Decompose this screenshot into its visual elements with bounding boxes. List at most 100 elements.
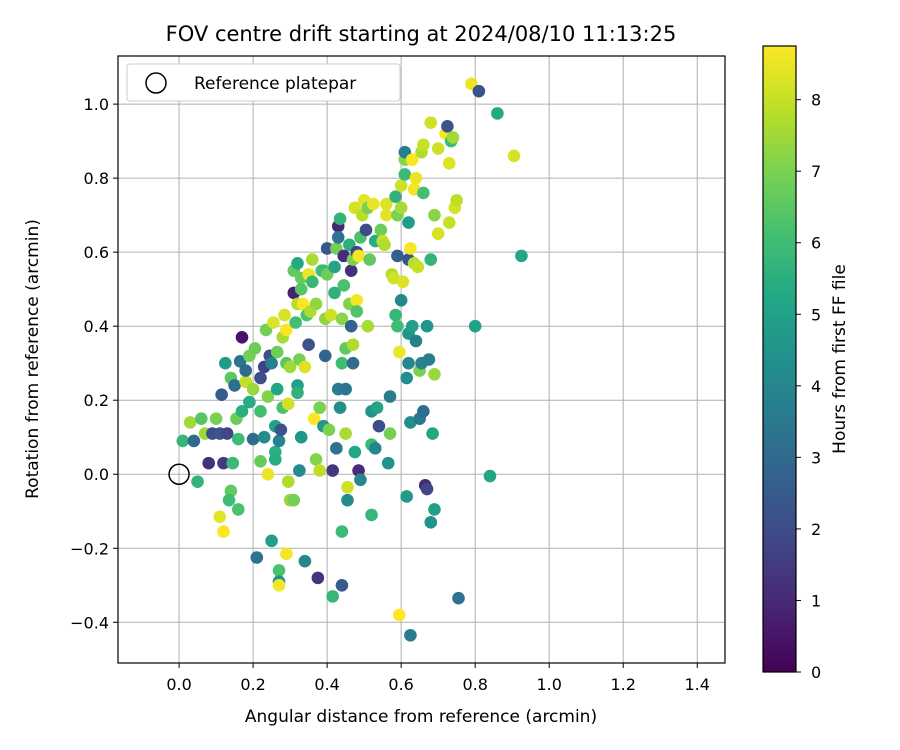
colorbar-tick-label: 4 bbox=[811, 377, 821, 396]
data-point bbox=[289, 316, 302, 329]
data-point bbox=[422, 353, 436, 366]
data-point bbox=[352, 249, 365, 263]
data-point bbox=[370, 401, 384, 414]
data-point bbox=[213, 510, 227, 524]
y-tick-label: 0.6 bbox=[84, 243, 109, 262]
data-point bbox=[298, 554, 312, 568]
data-point bbox=[491, 107, 504, 120]
data-point bbox=[354, 473, 367, 487]
x-tick-label: 1.2 bbox=[610, 675, 635, 694]
data-point bbox=[191, 475, 204, 488]
data-point bbox=[389, 190, 402, 203]
data-point bbox=[339, 427, 352, 440]
data-point bbox=[468, 319, 482, 333]
data-point bbox=[311, 571, 325, 585]
data-point bbox=[483, 469, 497, 483]
data-point bbox=[222, 493, 236, 507]
data-point bbox=[400, 371, 413, 385]
data-point bbox=[281, 397, 295, 411]
colorbar-tick-label: 3 bbox=[811, 448, 821, 467]
data-point bbox=[409, 171, 423, 185]
data-point bbox=[239, 364, 252, 377]
data-point bbox=[331, 231, 345, 244]
plot-frame bbox=[117, 55, 726, 664]
colorbar-tick-label: 0 bbox=[811, 663, 821, 682]
data-point bbox=[405, 153, 419, 166]
data-point bbox=[391, 249, 404, 263]
data-point bbox=[335, 525, 349, 538]
data-point bbox=[281, 475, 295, 488]
data-point bbox=[402, 356, 415, 370]
colorbar-tick-label: 6 bbox=[811, 234, 821, 253]
data-point bbox=[348, 445, 362, 459]
data-point bbox=[350, 305, 364, 318]
data-point bbox=[442, 157, 456, 170]
data-point bbox=[367, 197, 380, 211]
data-point bbox=[324, 308, 338, 322]
data-point bbox=[194, 412, 208, 426]
data-point bbox=[269, 453, 282, 466]
data-point bbox=[309, 453, 323, 466]
colorbar-tick-label: 2 bbox=[811, 520, 821, 539]
x-tick-label: 1.4 bbox=[685, 675, 710, 694]
data-point bbox=[428, 368, 441, 381]
data-point bbox=[361, 319, 375, 333]
data-point bbox=[231, 432, 245, 446]
data-point bbox=[344, 264, 358, 277]
data-point bbox=[420, 319, 434, 333]
data-point bbox=[215, 388, 228, 401]
data-point bbox=[250, 551, 264, 564]
data-point bbox=[306, 275, 319, 289]
colorbar: 0 1 2 3 4 5 6 7 8 Hours from first FF file bbox=[762, 45, 850, 682]
x-axis-label: Angular distance from reference (arcmin) bbox=[245, 707, 597, 727]
data-point bbox=[248, 342, 262, 355]
data-point bbox=[278, 308, 291, 322]
data-point bbox=[235, 330, 249, 344]
data-point bbox=[507, 149, 521, 163]
y-tick-label: 0.0 bbox=[84, 465, 109, 484]
data-point bbox=[220, 427, 234, 440]
data-point bbox=[226, 456, 240, 470]
y-tick-label: −0.4 bbox=[70, 613, 109, 632]
data-point bbox=[404, 628, 417, 642]
data-point bbox=[283, 360, 297, 374]
data-point bbox=[293, 464, 306, 477]
data-point bbox=[176, 434, 190, 448]
data-point bbox=[389, 308, 402, 322]
data-point bbox=[254, 454, 267, 468]
x-tick-label: 1.0 bbox=[536, 675, 561, 694]
data-point bbox=[383, 427, 397, 440]
data-point bbox=[335, 578, 349, 592]
data-point bbox=[326, 464, 339, 477]
data-point bbox=[368, 442, 382, 455]
data-point bbox=[335, 356, 349, 370]
data-point bbox=[346, 356, 360, 370]
data-point bbox=[417, 186, 430, 200]
data-point bbox=[426, 427, 439, 440]
data-point bbox=[330, 442, 343, 455]
data-point bbox=[272, 434, 286, 448]
data-point bbox=[350, 293, 364, 307]
data-point bbox=[333, 212, 347, 226]
colorbar-tick-label: 1 bbox=[811, 591, 821, 610]
colorbar-tick-label: 5 bbox=[811, 305, 821, 324]
data-point bbox=[309, 297, 323, 311]
data-point bbox=[313, 401, 327, 414]
data-point bbox=[235, 405, 249, 418]
data-point bbox=[318, 349, 332, 363]
data-point bbox=[341, 493, 354, 507]
data-point bbox=[217, 456, 230, 470]
data-point bbox=[291, 256, 304, 270]
data-point bbox=[428, 503, 441, 516]
data-point bbox=[424, 253, 438, 266]
data-point bbox=[272, 564, 286, 577]
x-tick-label: 0.6 bbox=[388, 675, 413, 694]
colorbar-tick-label: 7 bbox=[811, 162, 821, 181]
data-point bbox=[219, 356, 232, 370]
x-axis-ticks: 0.0 0.2 0.4 0.6 0.8 1.0 1.2 1.4 bbox=[166, 663, 710, 694]
data-point bbox=[322, 423, 336, 437]
data-point bbox=[328, 260, 341, 274]
data-point bbox=[381, 456, 395, 470]
data-point bbox=[294, 282, 308, 296]
y-axis-label: Rotation from reference (arcmin) bbox=[23, 219, 43, 499]
